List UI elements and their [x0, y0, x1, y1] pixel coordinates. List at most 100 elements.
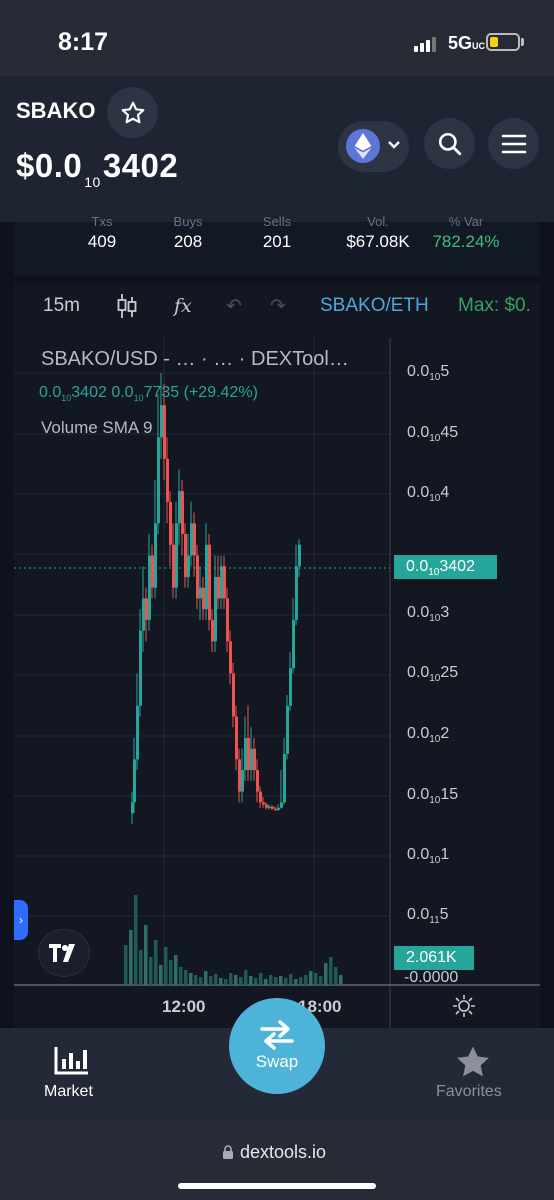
volume-bar [294, 979, 298, 985]
chain-selector[interactable] [338, 121, 409, 172]
signal-icon [414, 34, 438, 52]
url-text[interactable]: dextools.io [222, 1142, 326, 1163]
candle-body [289, 668, 292, 706]
nav-favorites[interactable]: Favorites [436, 1083, 502, 1100]
volume-bar [309, 971, 313, 985]
price-axis-label: 0.0101 [407, 846, 450, 867]
chart-settings-icon[interactable] [452, 994, 476, 1023]
candle-body [247, 737, 250, 771]
volume-bar [289, 974, 293, 985]
candle-body [169, 501, 172, 545]
candles-icon[interactable] [116, 293, 138, 325]
volume-bar [269, 975, 273, 985]
candle-body [193, 523, 196, 556]
side-panel-toggle[interactable]: › [14, 900, 28, 940]
volume-bar [249, 976, 253, 985]
candle-body [298, 544, 301, 567]
battery-tip [521, 38, 524, 46]
volume-bar [154, 940, 158, 985]
volume-bar [254, 978, 258, 985]
stat-makers: Txs 409 [87, 214, 117, 251]
candle-body [235, 716, 238, 760]
candle-body [229, 641, 232, 674]
candle-body [154, 523, 157, 588]
search-button[interactable] [424, 118, 475, 169]
candle-body [199, 587, 202, 599]
candle-body [286, 705, 289, 755]
candle-body [238, 759, 241, 792]
home-indicator [178, 1183, 376, 1189]
candle-body [160, 405, 163, 438]
candle-body [256, 770, 259, 792]
redo-icon[interactable]: ↷ [270, 296, 286, 317]
stats-row: Txs 409 Buys 208 Sells 201 Vol. $67.08K % Va… [14, 214, 540, 276]
candle-body [244, 737, 247, 771]
candle-body [184, 534, 187, 577]
status-time: 8:17 [58, 28, 109, 56]
candle-body [175, 523, 178, 588]
star-icon [121, 101, 144, 123]
token-price: $0.0 103402 [16, 147, 179, 190]
battery-icon [486, 33, 520, 51]
volume-bar [134, 895, 138, 985]
candle-body [283, 754, 286, 803]
interval-selector[interactable]: 15m [43, 295, 80, 316]
volume-bar [324, 963, 328, 985]
tradingview-logo-icon[interactable] [38, 929, 90, 977]
candle-body [202, 587, 205, 610]
candle-body [190, 523, 193, 556]
candle-body [163, 405, 166, 459]
menu-button[interactable] [488, 118, 539, 169]
candle-body [181, 491, 184, 534]
indicators-button[interactable]: fx [174, 295, 192, 317]
volume-bar [274, 977, 278, 985]
volume-bar [304, 975, 308, 985]
candle-body [223, 566, 226, 599]
volume-bar [239, 977, 243, 985]
volume-bar [179, 967, 183, 985]
max-price: Max: $0. [458, 295, 531, 316]
volume-bar [129, 930, 133, 985]
chart-panel: 15m fx ↶ ↷ SBAKO/ETH Max: $0. [14, 283, 540, 1028]
nav-market[interactable]: Market [44, 1083, 93, 1100]
candle-body [131, 802, 134, 814]
volume-bar [189, 973, 193, 985]
volume-bar [229, 973, 233, 985]
volume-bar [214, 974, 218, 985]
swap-button[interactable]: Swap [229, 998, 325, 1094]
volume-indicator-label: Volume SMA 9 [41, 418, 153, 437]
volume-bar [279, 976, 283, 985]
candle-body [148, 555, 151, 620]
volume-bar [244, 970, 248, 985]
candle-body [151, 555, 154, 588]
undo-icon[interactable]: ↶ [226, 296, 242, 317]
price-axis-label: 0.01025 [407, 664, 459, 685]
price-axis-label: 0.0104 [407, 484, 450, 505]
candle-body [205, 544, 208, 610]
candlestick-chart[interactable] [14, 338, 540, 1028]
candle-body [292, 619, 295, 669]
candle-body [241, 770, 244, 792]
volume-bar [339, 975, 343, 985]
candle-body [214, 576, 217, 642]
volume-bar [334, 967, 338, 985]
price-axis-label: 0.0102 [407, 725, 450, 746]
candle-body [166, 458, 169, 502]
status-bar: 8:17 5GUC [0, 0, 554, 76]
volume-bar [224, 979, 228, 985]
pair-selector[interactable]: SBAKO/ETH [320, 295, 429, 316]
hamburger-icon [501, 134, 526, 153]
candle-body [217, 576, 220, 599]
favorite-button[interactable] [107, 87, 158, 138]
candle-body [253, 748, 256, 771]
candle-body [274, 808, 277, 811]
candle-body [136, 705, 139, 760]
price-axis-label: 0.0115 [407, 906, 449, 927]
candle-body [157, 437, 160, 524]
volume-bar [144, 925, 148, 985]
price-axis-label: 0.01045 [407, 424, 459, 445]
price-axis-label: 0.01015 [407, 786, 459, 807]
swap-label: Swap [255, 1052, 299, 1071]
candle-body [211, 619, 214, 642]
candle-body [268, 806, 271, 809]
